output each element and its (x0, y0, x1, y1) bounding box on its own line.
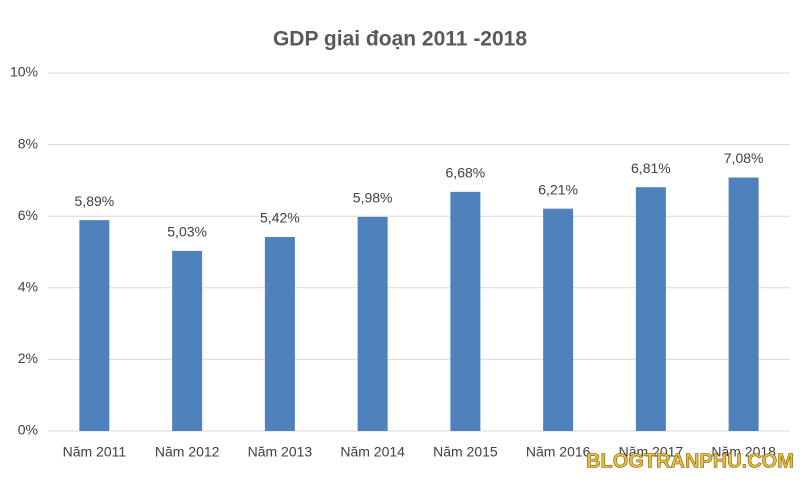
x-tick-label: Năm 2014 (340, 444, 405, 460)
bar (79, 220, 110, 431)
x-tick-label: Năm 2012 (155, 444, 220, 460)
x-tick-label: Năm 2017 (619, 444, 684, 460)
x-tick-label: Năm 2016 (526, 444, 591, 460)
y-tick-label: 6% (18, 207, 38, 223)
bar (172, 250, 203, 431)
x-tick-label: Năm 2015 (433, 444, 498, 460)
y-tick-label: 10% (10, 64, 38, 80)
bar (450, 191, 481, 431)
x-tick-label: Năm 2011 (63, 444, 127, 460)
value-label: 5,42% (260, 210, 300, 226)
bar (357, 216, 388, 431)
value-label: 5,89% (75, 193, 115, 209)
value-label: 6,81% (631, 160, 671, 176)
bar (635, 187, 666, 431)
y-tick-label: 8% (18, 135, 38, 151)
bar (543, 208, 574, 431)
value-label: 5,98% (353, 190, 393, 206)
value-label: 7,08% (724, 150, 764, 166)
value-label: 6,21% (538, 181, 578, 197)
y-tick-label: 4% (18, 279, 38, 295)
bar (264, 236, 295, 431)
value-label: 5,03% (167, 224, 207, 240)
watermark: BLOGTRANPHU.COM (586, 450, 794, 472)
chart-title: GDP giai đoạn 2011 -2018 (273, 28, 527, 51)
x-tick-label: Năm 2013 (248, 444, 313, 460)
y-tick-label: 0% (18, 422, 38, 438)
value-label: 6,68% (446, 165, 486, 181)
bar (728, 177, 759, 431)
y-tick-label: 2% (18, 350, 38, 366)
x-tick-label: Năm 2018 (711, 444, 776, 460)
